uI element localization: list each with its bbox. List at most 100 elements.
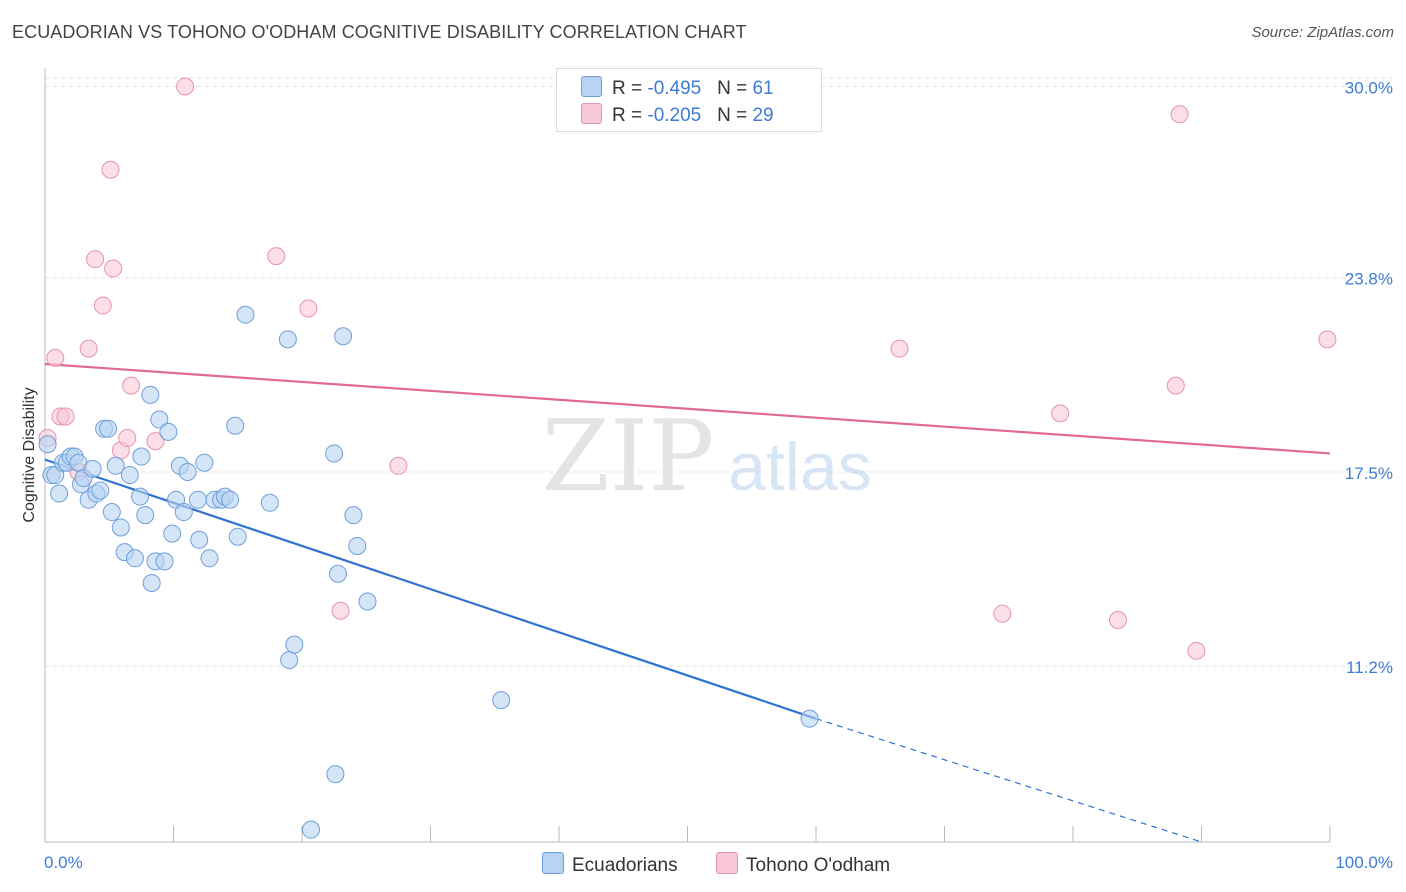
- point-tohono: [1166, 376, 1185, 395]
- watermark-zip: ZIP: [542, 400, 715, 514]
- point-ecuadorian: [800, 709, 819, 728]
- point-ecuadorian: [111, 518, 130, 537]
- trend-line-ecuadorians-extension: [815, 718, 1202, 843]
- point-ecuadorian: [260, 493, 279, 512]
- point-ecuadorian: [38, 435, 57, 454]
- point-ecuadorian: [102, 503, 121, 522]
- point-ecuadorian: [492, 691, 511, 710]
- point-ecuadorian: [221, 490, 240, 509]
- gridlines: [45, 77, 1392, 667]
- point-ecuadorian: [326, 765, 345, 784]
- legend-r-value: -0.205: [647, 105, 702, 126]
- point-ecuadorian: [163, 524, 182, 543]
- point-tohono: [176, 77, 195, 96]
- point-ecuadorian: [159, 422, 178, 441]
- legend-swatch-pink: [581, 103, 602, 124]
- legend-swatch-blue: [581, 76, 602, 97]
- point-ecuadorian: [328, 564, 347, 583]
- point-ecuadorian: [106, 456, 125, 475]
- point-tohono: [101, 160, 120, 179]
- point-ecuadorian: [98, 419, 117, 438]
- axes: [44, 68, 1331, 843]
- point-tohono: [146, 432, 165, 451]
- y-tick-label: 30.0%: [1345, 79, 1393, 98]
- y-tick-label: 11.2%: [1346, 658, 1393, 677]
- legend-n-value: 61: [752, 78, 774, 99]
- legend-row-tohono: R = -0.205 N = 29: [581, 103, 774, 127]
- series-tohono-points: [38, 77, 1337, 660]
- legend-n-label: N =: [717, 78, 753, 99]
- point-tohono: [1051, 404, 1070, 423]
- point-ecuadorian: [348, 536, 367, 555]
- point-tohono: [104, 259, 123, 278]
- bottom-legend-label: Ecuadorians: [572, 855, 678, 876]
- point-tohono: [1187, 641, 1206, 660]
- y-axis-label: Cognitive Disability: [21, 387, 38, 522]
- point-ecuadorian: [136, 506, 155, 525]
- point-ecuadorian: [174, 503, 193, 522]
- point-ecuadorian: [155, 552, 174, 571]
- point-ecuadorian: [278, 330, 297, 349]
- point-tohono: [267, 247, 286, 266]
- point-tohono: [331, 601, 350, 620]
- bottom-legend-label: Tohono O'odham: [746, 855, 891, 876]
- point-ecuadorian: [190, 530, 209, 549]
- point-tohono: [993, 604, 1012, 623]
- point-tohono: [1170, 105, 1189, 124]
- x-tick-label-min: 0.0%: [44, 853, 83, 872]
- point-ecuadorian: [150, 410, 169, 429]
- watermark: ZIP atlas: [542, 400, 872, 514]
- bottom-legend-ecuadorians: Ecuadorians: [542, 852, 678, 877]
- y-tick-label: 17.5%: [1345, 464, 1393, 483]
- x-tick-label-max: 100.0%: [1335, 853, 1393, 872]
- point-ecuadorian: [334, 327, 353, 346]
- point-tohono: [93, 296, 112, 315]
- trend-line-tohono: [44, 362, 1331, 455]
- tick-labels: 30.0% 23.8% 17.5% 11.2% 0.0% 100.0%: [44, 79, 1393, 872]
- point-tohono: [46, 348, 65, 367]
- point-ecuadorian: [131, 487, 150, 506]
- series-ecuadorian-points: [38, 305, 819, 839]
- point-tohono: [118, 429, 137, 448]
- watermark-atlas: atlas: [728, 429, 872, 505]
- correlation-legend: R = -0.495 N = 61 R = -0.205 N = 29: [556, 68, 822, 132]
- point-ecuadorian: [280, 651, 299, 670]
- point-ecuadorian: [142, 573, 161, 592]
- point-ecuadorian: [50, 484, 69, 503]
- legend-r-label: R =: [612, 105, 648, 126]
- legend-row-ecuadorians: R = -0.495 N = 61: [581, 76, 774, 100]
- point-ecuadorian: [83, 459, 102, 478]
- point-ecuadorian: [228, 527, 247, 546]
- point-ecuadorian: [120, 466, 139, 485]
- point-ecuadorian: [91, 481, 110, 500]
- point-tohono: [299, 299, 318, 318]
- point-tohono: [1108, 610, 1127, 629]
- legend-n-value: 29: [752, 105, 774, 126]
- point-tohono: [389, 456, 408, 475]
- point-ecuadorian: [285, 635, 304, 654]
- point-ecuadorian: [344, 506, 363, 525]
- point-tohono: [86, 250, 105, 269]
- point-tohono: [890, 339, 909, 358]
- source-credit: Source: ZipAtlas.com: [1251, 24, 1394, 41]
- point-ecuadorian: [178, 462, 197, 481]
- point-tohono: [56, 407, 75, 426]
- bottom-swatch-pink: [716, 852, 738, 874]
- legend-r-label: R =: [612, 78, 648, 99]
- chart-title: ECUADORIAN VS TOHONO O'ODHAM COGNITIVE D…: [12, 22, 747, 42]
- point-ecuadorian: [226, 416, 245, 435]
- point-ecuadorian: [200, 549, 219, 568]
- point-ecuadorian: [195, 453, 214, 472]
- legend-n-label: N =: [717, 105, 753, 126]
- point-tohono: [1318, 330, 1337, 349]
- point-ecuadorian: [325, 444, 344, 463]
- point-ecuadorian: [141, 385, 160, 404]
- point-ecuadorian: [132, 447, 151, 466]
- bottom-legend-tohono: Tohono O'odham: [716, 852, 890, 877]
- point-ecuadorian: [188, 490, 207, 509]
- point-tohono: [79, 339, 98, 358]
- point-ecuadorian: [125, 549, 144, 568]
- legend-r-value: -0.495: [647, 78, 702, 99]
- y-tick-label: 23.8%: [1345, 270, 1393, 289]
